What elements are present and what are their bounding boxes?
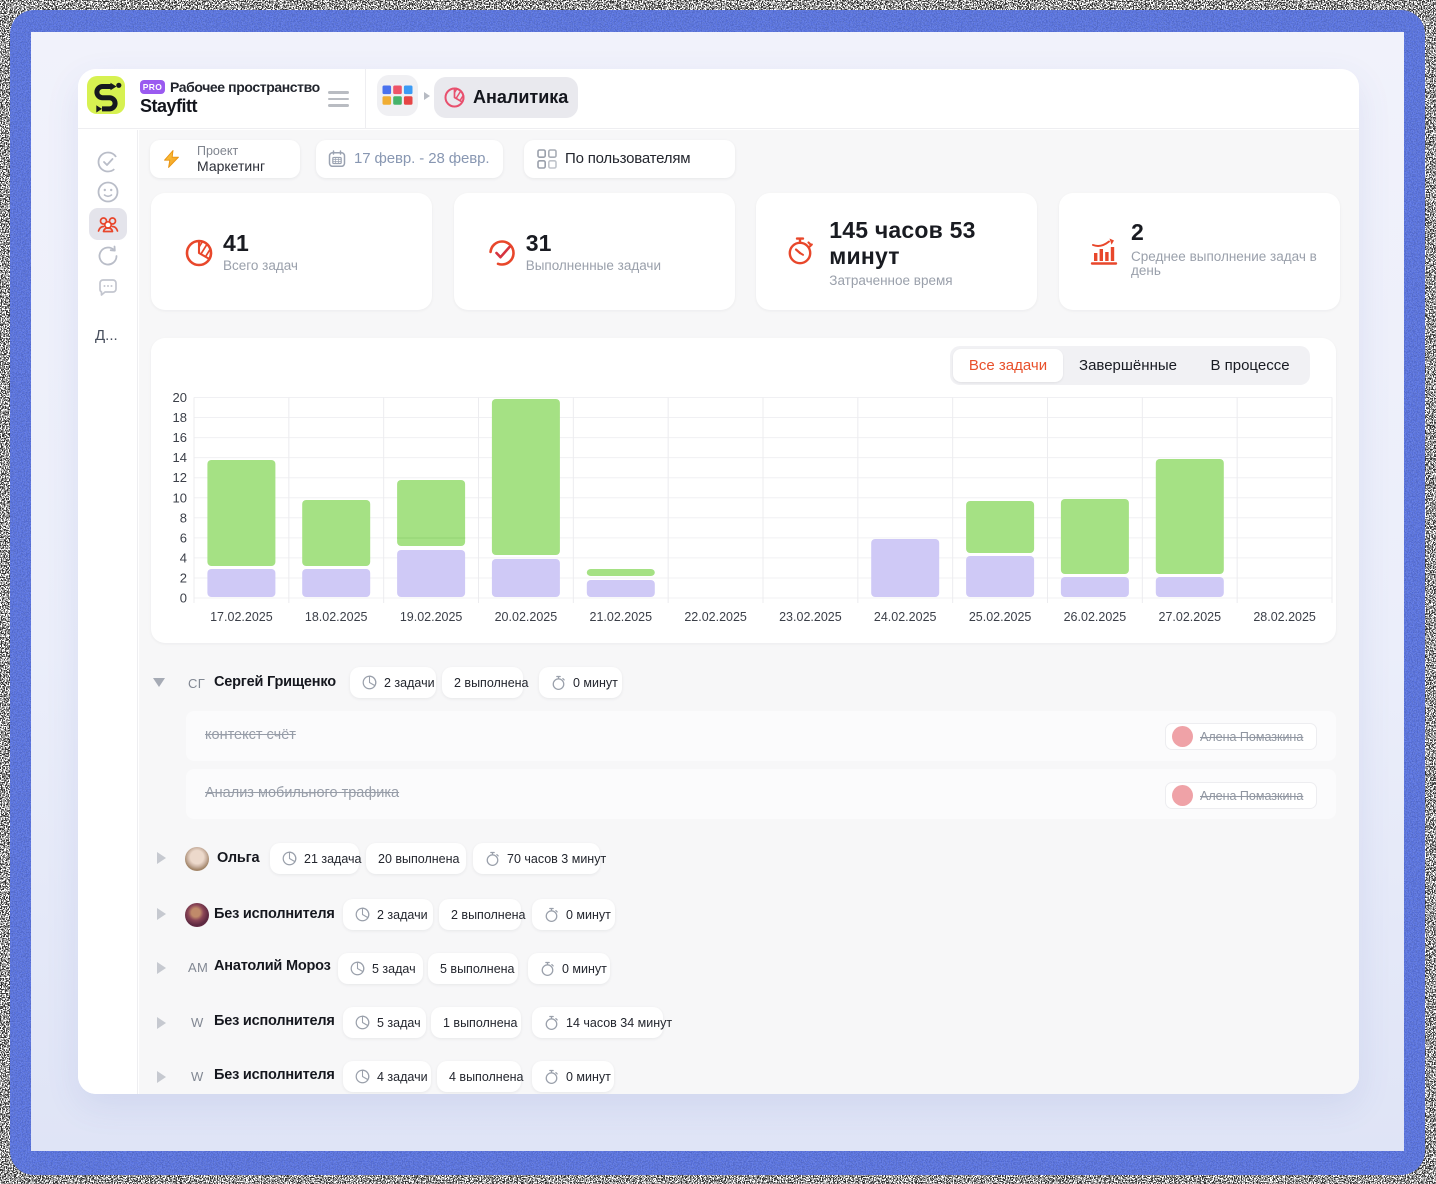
svg-text:18: 18 — [173, 410, 187, 425]
svg-text:8: 8 — [180, 510, 187, 525]
svg-text:2: 2 — [180, 570, 187, 585]
svg-text:25.02.2025: 25.02.2025 — [969, 610, 1032, 624]
svg-text:23.02.2025: 23.02.2025 — [779, 610, 842, 624]
svg-text:22.02.2025: 22.02.2025 — [684, 610, 747, 624]
svg-text:20.02.2025: 20.02.2025 — [495, 610, 558, 624]
svg-text:0: 0 — [180, 591, 187, 606]
svg-text:4: 4 — [180, 550, 187, 565]
svg-text:6: 6 — [180, 530, 187, 545]
svg-text:20: 20 — [173, 390, 187, 405]
svg-text:16: 16 — [173, 430, 187, 445]
svg-text:21.02.2025: 21.02.2025 — [590, 610, 653, 624]
svg-text:28.02.2025: 28.02.2025 — [1253, 610, 1316, 624]
svg-text:17.02.2025: 17.02.2025 — [210, 610, 273, 624]
svg-text:10: 10 — [173, 490, 187, 505]
svg-text:12: 12 — [173, 470, 187, 485]
svg-text:18.02.2025: 18.02.2025 — [305, 610, 368, 624]
svg-text:27.02.2025: 27.02.2025 — [1159, 610, 1222, 624]
svg-text:24.02.2025: 24.02.2025 — [874, 610, 937, 624]
svg-text:19.02.2025: 19.02.2025 — [400, 610, 463, 624]
svg-text:26.02.2025: 26.02.2025 — [1064, 610, 1127, 624]
svg-text:14: 14 — [173, 450, 187, 465]
